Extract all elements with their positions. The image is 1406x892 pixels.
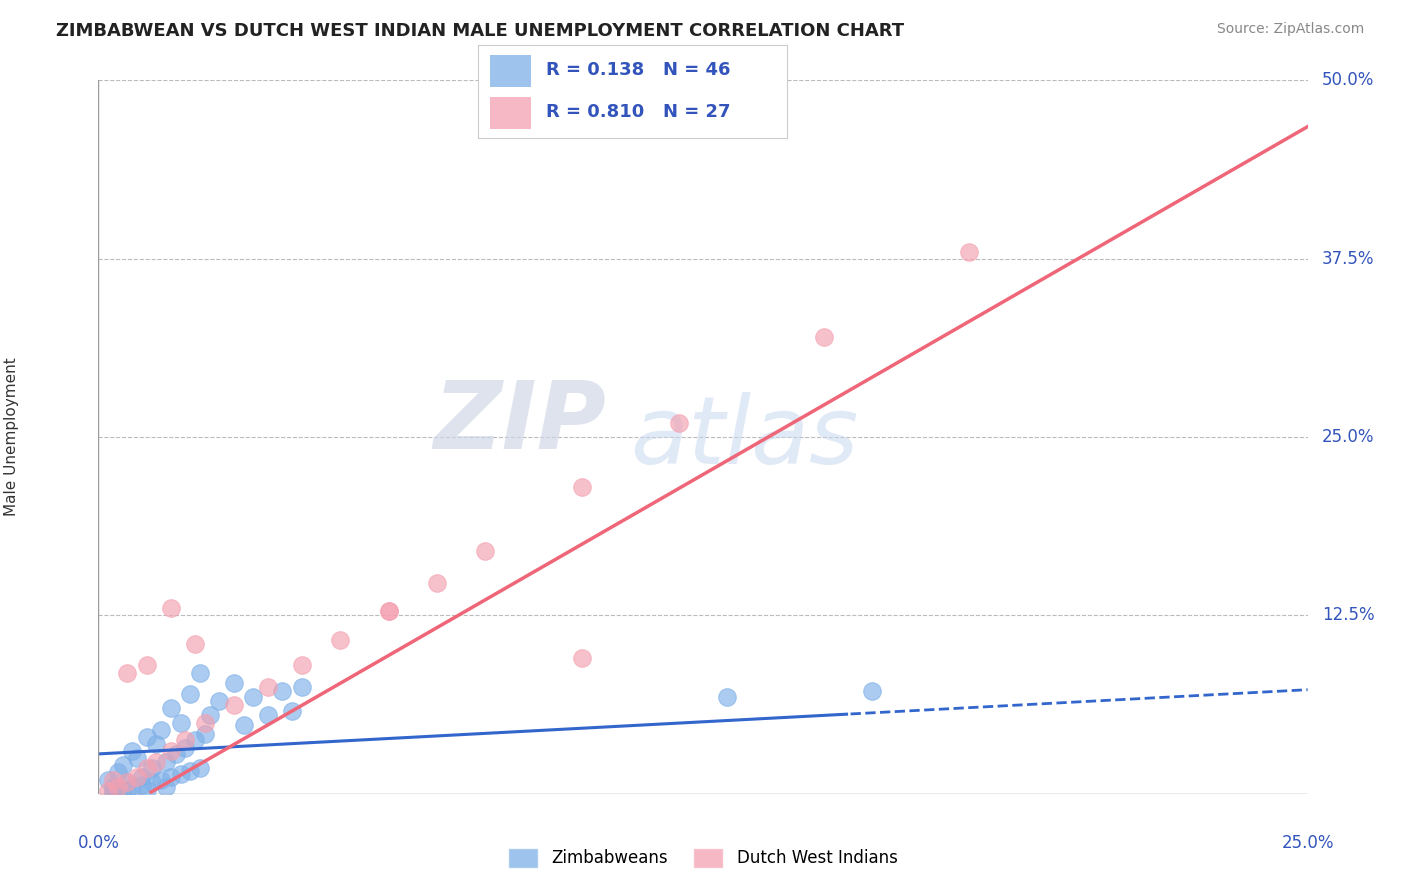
Point (222, 675, 245, 690)
Point (179, 687, 201, 701)
Text: Source: ZipAtlas.com: Source: ZipAtlas.com (1216, 22, 1364, 37)
Point (198, 708, 221, 723)
Bar (491, 55, 530, 87)
Point (107, 765, 129, 780)
Point (184, 637, 207, 651)
Text: 25.0%: 25.0% (1281, 834, 1334, 852)
Legend: Zimbabweans, Dutch West Indians: Zimbabweans, Dutch West Indians (502, 841, 904, 875)
Point (101, 780, 124, 794)
Point (101, 784, 124, 798)
Text: R = 0.138   N = 46: R = 0.138 N = 46 (546, 61, 731, 78)
Point (101, 785, 124, 799)
Point (232, 718, 254, 732)
Point (271, 684, 294, 698)
Text: ZIP: ZIP (433, 376, 606, 469)
Text: ZIMBABWEAN VS DUTCH WEST INDIAN MALE UNEMPLOYMENT CORRELATION CHART: ZIMBABWEAN VS DUTCH WEST INDIAN MALE UNE… (56, 22, 904, 40)
Text: 0.0%: 0.0% (77, 834, 120, 852)
Point (141, 761, 163, 775)
Point (242, 690, 264, 704)
Point (127, 751, 149, 765)
Point (111, 758, 134, 772)
Point (160, 601, 183, 615)
Point (571, 651, 593, 665)
Point (174, 741, 197, 756)
Point (160, 770, 183, 784)
Point (329, 632, 352, 647)
Text: R = 0.810   N = 27: R = 0.810 N = 27 (546, 103, 731, 121)
Point (194, 727, 217, 741)
Point (97, 772, 120, 787)
Point (184, 732, 207, 747)
Point (188, 665, 211, 680)
Point (145, 737, 167, 751)
Point (121, 781, 143, 796)
Point (222, 698, 245, 713)
Bar (491, 97, 530, 129)
Point (141, 775, 163, 789)
Point (150, 723, 173, 737)
Point (145, 756, 167, 770)
Text: 37.5%: 37.5% (1322, 250, 1375, 268)
Point (194, 715, 217, 730)
Point (127, 770, 149, 784)
Point (813, 330, 835, 344)
Point (957, 244, 980, 259)
Point (426, 575, 449, 590)
Point (101, 772, 124, 787)
Point (97, 784, 120, 798)
Point (208, 694, 231, 708)
Point (131, 770, 153, 784)
Point (174, 732, 197, 747)
Point (111, 782, 134, 797)
Point (169, 767, 191, 781)
Text: 12.5%: 12.5% (1322, 607, 1375, 624)
Point (169, 715, 191, 730)
Point (474, 544, 496, 558)
Point (290, 658, 312, 673)
Point (135, 658, 157, 673)
Point (155, 780, 177, 794)
Point (188, 761, 211, 775)
Point (256, 708, 278, 723)
Point (135, 730, 157, 744)
Point (117, 775, 139, 789)
Text: Male Unemployment: Male Unemployment (4, 358, 18, 516)
Point (377, 604, 399, 618)
Point (668, 416, 690, 430)
Point (571, 480, 593, 494)
Text: atlas: atlas (630, 392, 859, 483)
Point (256, 680, 278, 694)
Point (117, 665, 139, 680)
Point (150, 772, 173, 787)
Point (117, 775, 139, 789)
Point (107, 780, 129, 794)
Point (377, 604, 399, 618)
Point (121, 744, 143, 758)
Point (160, 701, 183, 715)
Text: 25.0%: 25.0% (1322, 428, 1375, 446)
Point (160, 744, 183, 758)
Point (179, 764, 201, 778)
Text: 50.0%: 50.0% (1322, 71, 1375, 89)
Point (135, 782, 157, 797)
Point (290, 680, 312, 694)
Point (165, 747, 187, 761)
Point (117, 784, 139, 798)
Point (131, 778, 153, 792)
Point (135, 761, 157, 775)
Point (281, 704, 304, 718)
Point (716, 690, 738, 704)
Point (860, 684, 883, 698)
Point (155, 756, 177, 770)
